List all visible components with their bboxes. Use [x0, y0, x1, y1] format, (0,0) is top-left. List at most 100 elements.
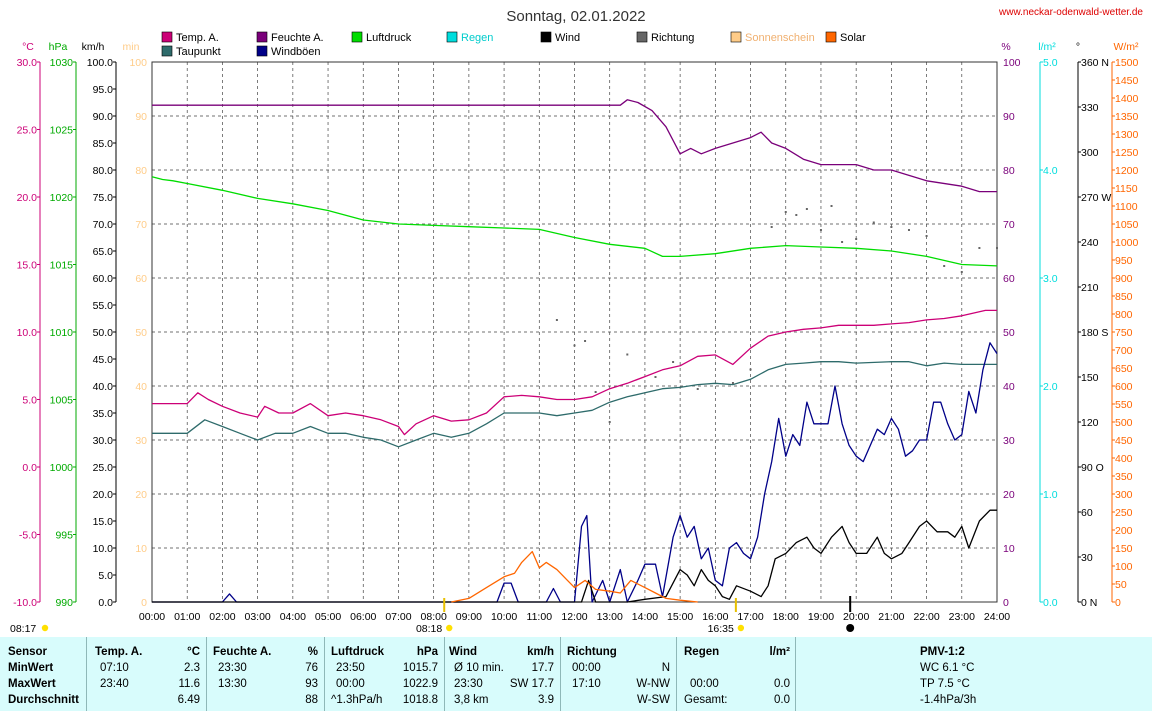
- bottom-left-time-label: 08:17: [10, 623, 36, 635]
- direction-tick-label: 360 N: [1081, 57, 1109, 69]
- temp-tick-label: 25.0: [17, 125, 38, 137]
- direction-unit-label: °: [1076, 41, 1080, 53]
- direction-tick-label: 240: [1081, 237, 1099, 249]
- richtung-point: [830, 205, 833, 207]
- sunset-time-label: 16:35: [708, 623, 734, 635]
- solar-tick-label: 0: [1115, 597, 1121, 609]
- richtung-point: [626, 353, 629, 356]
- stats-regen-time: Gesamt:: [684, 694, 728, 706]
- stats-druck-time: 00:00: [336, 678, 365, 690]
- x-tick-label: 07:00: [385, 611, 411, 623]
- wind-tick-label: 0.0: [98, 597, 113, 609]
- statistics-table: Sensor Temp. A. °C Feuchte A. % Luftdruc…: [0, 637, 1152, 711]
- humidity-tick-label: 10: [1003, 543, 1015, 555]
- richtung-point: [795, 214, 798, 216]
- stats-richtung-value: W-NW: [636, 678, 670, 690]
- richtung-point: [805, 208, 808, 210]
- richtung-point: [573, 344, 576, 347]
- chart-markers: 08:18 16:35 08:17: [10, 596, 855, 635]
- solar-tick-label: 1400: [1115, 93, 1139, 105]
- stats-feuchte-value: 88: [305, 694, 318, 706]
- sunshine-tick-label: 100: [129, 57, 147, 69]
- stats-row-label: MinWert: [8, 662, 54, 674]
- solar-tick-label: 200: [1115, 525, 1133, 537]
- stats-header-wind: Wind: [449, 646, 477, 658]
- solar-tick-label: 1000: [1115, 237, 1139, 249]
- sunshine-tick-label: 50: [135, 327, 147, 339]
- solar-tick-label: 400: [1115, 453, 1133, 465]
- solar-tick-label: 900: [1115, 273, 1133, 285]
- wind-tick-label: 10.0: [93, 543, 114, 555]
- solar-tick-label: 450: [1115, 435, 1133, 447]
- axis-unit-labels: °C hPa km/h min% l/m² ° W/m²: [22, 41, 1139, 53]
- x-tick-label: 02:00: [209, 611, 235, 623]
- rain-tick-label: 3.0: [1043, 273, 1058, 285]
- stats-header-feuchte: Feuchte A.: [213, 646, 272, 658]
- solar-tick-label: 950: [1115, 255, 1133, 267]
- direction-tick-label: 0 N: [1081, 597, 1097, 609]
- stats-wind-value: 17.7: [531, 662, 554, 674]
- legend-label-regen: Regen: [461, 32, 493, 44]
- temp-tick-label: 15.0: [17, 260, 38, 272]
- richtung-point: [770, 226, 773, 228]
- series-line-taupunkt: [152, 361, 997, 448]
- legend-swatch-wind: [540, 31, 552, 43]
- solar-tick-label: 100: [1115, 561, 1133, 573]
- wind-tick-label: 75.0: [93, 192, 114, 204]
- x-tick-label: 20:00: [843, 611, 869, 623]
- stats-pmv-value: TP 7.5 °C: [920, 678, 970, 690]
- solar-tick-label: 1500: [1115, 57, 1139, 69]
- stats-regen-time: 00:00: [690, 678, 719, 690]
- sunrise-time-label: 08:18: [416, 623, 442, 635]
- temp-tick-label: 30.0: [17, 57, 38, 69]
- wind-tick-label: 70.0: [93, 219, 114, 231]
- x-tick-label: 17:00: [737, 611, 763, 623]
- sunrise-sun-icon: [446, 624, 453, 632]
- wind-tick-label: 30.0: [93, 435, 114, 447]
- pressure-tick-label: 990: [55, 597, 73, 609]
- wind-unit-label: km/h: [82, 41, 105, 53]
- richtung-point: [672, 361, 675, 363]
- legend-label-windboeen: Windböen: [271, 46, 321, 58]
- stats-richtung-time: 17:10: [572, 678, 601, 690]
- stats-header-row: Sensor Temp. A. °C Feuchte A. % Luftdruc…: [0, 644, 1152, 660]
- legend-label-temp: Temp. A.: [176, 32, 219, 44]
- stats-feuchte-value: 93: [305, 678, 318, 690]
- x-tick-label: 13:00: [597, 611, 623, 623]
- legend-label-richtung: Richtung: [651, 32, 694, 44]
- wind-tick-label: 45.0: [93, 354, 114, 366]
- solar-tick-label: 350: [1115, 471, 1133, 483]
- stats-richtung-value: N: [661, 662, 670, 674]
- richtung-point: [784, 211, 787, 213]
- legend-label-wind: Wind: [555, 32, 580, 44]
- solar-tick-label: 750: [1115, 327, 1133, 339]
- wind-tick-label: 55.0: [93, 300, 114, 312]
- wind-tick-label: 25.0: [93, 462, 114, 474]
- rain-unit-label: l/m²: [1038, 41, 1056, 53]
- x-tick-label: 01:00: [174, 611, 200, 623]
- stats-druck-value: 1015.7: [402, 662, 438, 674]
- richtung-point: [555, 319, 558, 321]
- legend-label-feuchte: Feuchte A.: [271, 32, 324, 44]
- rain-tick-label: 2.0: [1043, 381, 1058, 393]
- solar-tick-label: 1250: [1115, 147, 1139, 159]
- temp-tick-label: 5.0: [22, 395, 37, 407]
- stats-feuchte-value: 76: [305, 662, 318, 674]
- legend-label-solar: Solar: [840, 32, 866, 44]
- website-link[interactable]: www.neckar-odenwald-wetter.de: [998, 7, 1143, 18]
- legend-swatch-regen: [446, 31, 458, 43]
- solar-tick-label: 300: [1115, 489, 1133, 501]
- stats-wind-value: 3.9: [538, 694, 554, 706]
- humidity-tick-label: 0: [1003, 597, 1009, 609]
- stats-druck-time: 23:50: [336, 662, 365, 674]
- wind-tick-label: 50.0: [93, 327, 114, 339]
- stats-header-luftdruck-unit: hPa: [416, 646, 438, 658]
- sunshine-tick-label: 40: [135, 381, 147, 393]
- legend-swatch-windboeen: [256, 45, 268, 57]
- x-tick-label: 15:00: [667, 611, 693, 623]
- sunshine-unit-label: min: [123, 41, 140, 53]
- stats-row-avg: Durchschnitt 6.49 88 ^1.3hPa/h 1018.8 3,…: [0, 692, 1152, 708]
- sunshine-tick-label: 10: [135, 543, 147, 555]
- richtung-point: [960, 271, 963, 273]
- stats-feuchte-time: 23:30: [218, 662, 247, 674]
